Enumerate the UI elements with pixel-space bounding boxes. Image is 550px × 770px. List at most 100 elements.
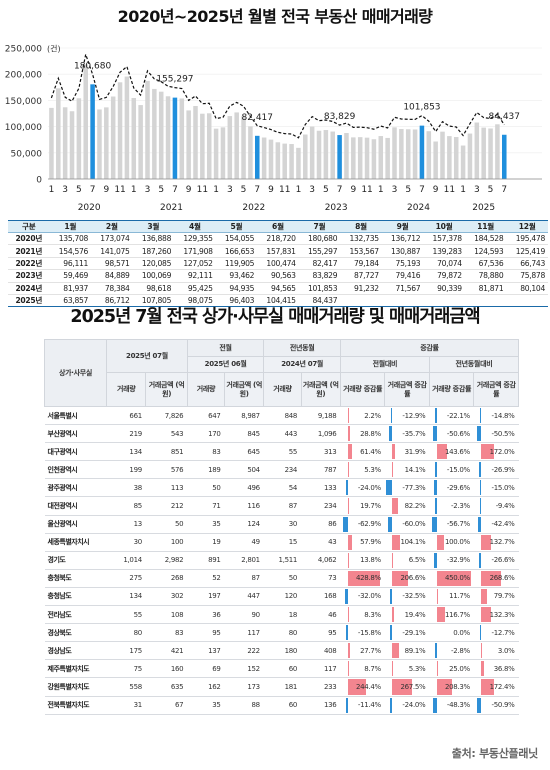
- pct-value: 89.1%: [404, 646, 426, 655]
- x-tick-label: 1: [378, 185, 384, 195]
- positive-change-bar: [347, 679, 367, 695]
- value-cell: 75,878: [506, 269, 548, 283]
- bar: [248, 126, 253, 179]
- region-name: 대전광역시: [44, 496, 107, 516]
- pct-value: -42.4%: [491, 520, 515, 529]
- positive-change-bar: [347, 552, 349, 568]
- source-note: 출처: 부동산플래닛: [451, 747, 539, 760]
- value-cell: 175: [106, 641, 146, 661]
- table-row: 대전광역시 85 212 71 116 87 234 19.7% 82.2% -2.3% -9.4%: [44, 496, 519, 516]
- pct-value: 172.4%: [489, 682, 515, 691]
- pct-cell: -50.6%: [436, 424, 474, 444]
- pct-cell: 172.0%: [481, 442, 519, 462]
- negative-change-bar: [479, 552, 482, 568]
- pct-value: 428.8%: [355, 574, 381, 583]
- data-label: 83,829: [324, 112, 356, 122]
- positive-change-bar: [436, 570, 471, 586]
- pct-cell: 143.6%: [436, 442, 474, 462]
- value-cell: 94,565: [257, 282, 299, 295]
- negative-change-bar: [346, 625, 348, 641]
- bar: [405, 129, 411, 179]
- pct-cell: -12.9%: [392, 406, 430, 426]
- pct-cell: -24.0%: [347, 478, 385, 498]
- bar-gap: [340, 478, 348, 498]
- positive-change-bar: [347, 534, 352, 550]
- pct-cell: -29.6%: [436, 478, 474, 498]
- negative-change-bar: [389, 426, 393, 442]
- value-cell: 49: [224, 533, 264, 552]
- value-cell: 79,184: [340, 257, 382, 271]
- value-cell: 234: [263, 460, 302, 480]
- region-name: 경기도: [44, 551, 107, 570]
- pct-cell: 61.4%: [347, 442, 385, 462]
- pct-cell: -26.6%: [481, 551, 519, 570]
- value-cell: [423, 294, 465, 308]
- value-cell: 130,887: [381, 244, 424, 258]
- pct-cell: 89.1%: [392, 641, 430, 661]
- pct-cell: -2.8%: [436, 641, 474, 661]
- bar-gap: [473, 623, 482, 643]
- region-name: 충청남도: [44, 587, 107, 607]
- pct-cell: -29.1%: [392, 623, 430, 643]
- value-cell: 55: [263, 442, 302, 462]
- value-cell: 233: [301, 677, 341, 697]
- bar-gap: [429, 641, 437, 661]
- positive-change-bar: [392, 534, 400, 550]
- value-cell: 92,111: [174, 269, 216, 283]
- year-cell: 2024년: [8, 282, 50, 295]
- bar-gap: [473, 442, 482, 462]
- monthly-header-cell: 1월: [49, 220, 92, 233]
- pct-cell: 8.3%: [347, 605, 385, 625]
- pct-value: 5.3%: [408, 664, 426, 673]
- value-cell: 313: [301, 442, 341, 462]
- bar-gap: [340, 424, 348, 444]
- value-cell: 100,069: [132, 269, 175, 283]
- pct-cell: -15.0%: [481, 478, 519, 498]
- bar-gap: [384, 659, 393, 679]
- value-cell: 189: [187, 460, 225, 480]
- bar-gap: [473, 533, 482, 552]
- value-cell: 152: [224, 659, 264, 679]
- value-cell: 90: [224, 605, 264, 625]
- pct-cell: -9.4%: [481, 496, 519, 516]
- pct-cell: 19.4%: [392, 605, 430, 625]
- value-cell: 157,378: [423, 232, 465, 246]
- negative-change-bar: [389, 588, 393, 605]
- negative-change-bar: [479, 625, 482, 641]
- monthly-header-cell: 7월: [298, 220, 341, 233]
- pct-value: 8.3%: [364, 610, 381, 619]
- bar-highlight: [172, 97, 178, 179]
- bar-gap: [473, 696, 482, 715]
- value-cell: 136: [301, 696, 341, 715]
- pct-value: 6.5%: [408, 556, 426, 565]
- positive-change-bar: [347, 444, 353, 460]
- table-row: 2025년 63,857 86,712 107,805 98,075 96,403 104,…: [8, 294, 548, 308]
- value-cell: 647: [187, 406, 225, 426]
- positive-change-bar: [392, 444, 395, 460]
- pct-cell: 208.3%: [436, 677, 474, 697]
- positive-change-bar: [347, 643, 350, 659]
- value-cell: 212: [145, 496, 188, 516]
- x-tick-label: 11: [197, 185, 208, 195]
- x-tick-label: 3: [227, 185, 233, 195]
- pct-cell: -60.0%: [392, 515, 430, 534]
- value-cell: 504: [224, 460, 264, 480]
- bar: [165, 96, 171, 179]
- table-row: 강원특별자치도 558 635 162 173 181 233 244.4% 267.5% 208…: [44, 677, 519, 697]
- value-cell: 848: [263, 406, 302, 426]
- pct-cell: 28.8%: [347, 424, 385, 444]
- pct-value: 143.6%: [444, 447, 470, 456]
- value-cell: 275: [106, 569, 146, 588]
- value-cell: [381, 294, 424, 308]
- value-cell: [464, 294, 507, 308]
- pct-value: -14.8%: [491, 411, 515, 420]
- pct-value: -12.9%: [402, 411, 426, 420]
- data-label: 155,297: [156, 75, 193, 85]
- bar: [104, 107, 109, 179]
- x-tick-label: 5: [241, 185, 247, 195]
- bar: [138, 105, 143, 179]
- value-cell: 134: [106, 587, 146, 607]
- pct-value: -24.0%: [402, 701, 426, 710]
- x-tick-label: 5: [158, 185, 164, 195]
